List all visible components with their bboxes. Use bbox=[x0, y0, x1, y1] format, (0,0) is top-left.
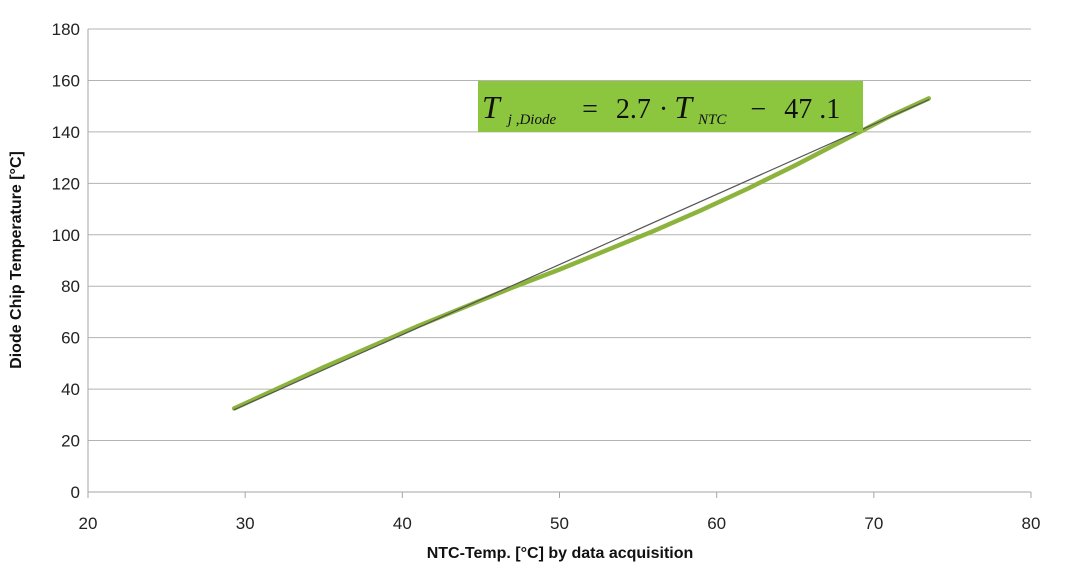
svg-text:T j ,Diode =: T j ,Diode = 2.7 · T NTC − 47 .1 bbox=[482, 89, 840, 128]
y-tick-label: 20 bbox=[61, 432, 80, 451]
y-tick-label: 80 bbox=[61, 277, 80, 296]
eq-multiply-dot: · bbox=[659, 94, 668, 125]
y-axis-title: Diode Chip Temperature [°C] bbox=[8, 151, 25, 369]
x-tick-labels: 20 30 40 50 60 70 80 bbox=[79, 514, 1041, 533]
x-tick-label: 20 bbox=[79, 514, 98, 533]
axes bbox=[87, 29, 1032, 498]
eq-subscript-ntc: NTC bbox=[697, 112, 727, 128]
eq-symbol-t-ntc: T bbox=[674, 89, 694, 125]
series-lines bbox=[231, 96, 932, 411]
eq-constant: 47 .1 bbox=[784, 94, 840, 125]
x-tick-label: 70 bbox=[864, 514, 883, 533]
grid-lines bbox=[88, 28, 1031, 442]
eq-equals: = bbox=[582, 94, 598, 125]
eq-coefficient: 2.7 bbox=[616, 94, 651, 125]
y-tick-label: 100 bbox=[52, 226, 80, 245]
y-tick-label: 140 bbox=[52, 123, 80, 142]
eq-subscript-diode: j ,Diode bbox=[506, 112, 557, 128]
eq-minus: − bbox=[750, 94, 766, 125]
y-tick-label: 180 bbox=[52, 20, 80, 39]
x-axis-title: NTC-Temp. [°C] by data acquisition bbox=[427, 545, 694, 562]
y-tick-label: 120 bbox=[52, 174, 80, 193]
y-tick-label: 0 bbox=[71, 483, 80, 502]
x-tick-label: 60 bbox=[707, 514, 726, 533]
equation-annotation: T j ,Diode = 2.7 · T NTC − 47 .1 bbox=[478, 81, 863, 132]
equation-box bbox=[478, 81, 863, 132]
y-tick-label: 160 bbox=[52, 71, 80, 90]
y-tick-label: 60 bbox=[61, 329, 80, 348]
linear-fit-line bbox=[233, 99, 930, 411]
x-tick-label: 50 bbox=[550, 514, 569, 533]
measured-data-line bbox=[231, 96, 932, 411]
eq-symbol-t: T bbox=[482, 89, 502, 125]
x-tick-label: 40 bbox=[393, 514, 412, 533]
y-tick-label: 40 bbox=[61, 380, 80, 399]
x-tick-label: 80 bbox=[1022, 514, 1041, 533]
x-tick-label: 30 bbox=[236, 514, 255, 533]
y-tick-labels: 0 20 40 60 80 100 120 140 160 180 bbox=[52, 20, 80, 502]
